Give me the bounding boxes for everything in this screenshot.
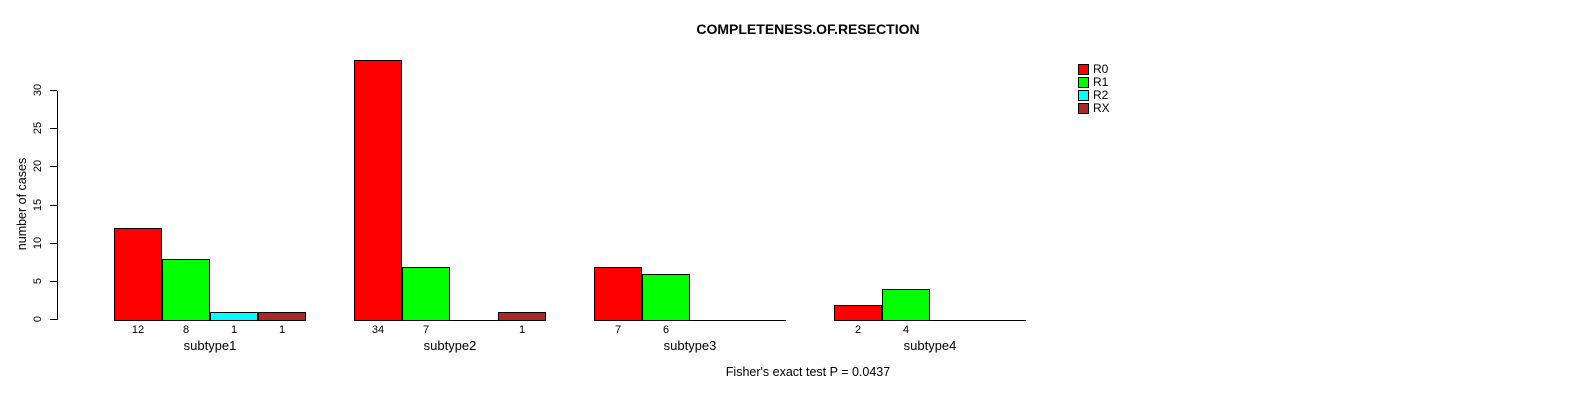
bar-value-label: 1	[518, 324, 526, 336]
y-tick-label: 10	[32, 236, 44, 250]
bar-value-label: 34	[371, 324, 385, 336]
group-baseline	[354, 320, 546, 321]
y-axis-line	[57, 91, 58, 320]
bar-r0-subtype1	[114, 228, 162, 321]
bar-r1-subtype1	[162, 259, 210, 321]
legend-item-rx: RX	[1078, 102, 1110, 115]
legend-item-r0: R0	[1078, 63, 1110, 76]
bar-value-label: 1	[278, 324, 286, 336]
bar-value-label: 8	[182, 324, 190, 336]
bar-r0-subtype4	[834, 305, 882, 321]
y-axis-label: number of cases	[15, 157, 29, 251]
bar-r1-subtype3	[642, 274, 690, 321]
legend-label: RX	[1093, 101, 1110, 115]
y-tick-mark	[50, 166, 57, 167]
bar-value-label: 7	[614, 324, 622, 336]
legend-swatch-r1	[1078, 77, 1089, 88]
y-tick-mark	[50, 243, 57, 244]
y-tick-label: 20	[32, 159, 44, 173]
bar-rx-subtype2	[498, 312, 546, 321]
bar-r0-subtype3	[594, 267, 642, 321]
x-category-label-subtype2: subtype2	[423, 338, 477, 353]
group-baseline	[834, 320, 1026, 321]
y-tick-mark	[50, 319, 57, 320]
legend-item-r2: R2	[1078, 89, 1110, 102]
legend-swatch-rx	[1078, 103, 1089, 114]
bar-r0-subtype2	[354, 60, 402, 321]
bar-value-label: 4	[902, 324, 910, 336]
x-category-label-subtype3: subtype3	[663, 338, 717, 353]
bar-value-label: 7	[422, 324, 430, 336]
bar-rx-subtype1	[258, 312, 306, 321]
bar-value-label: 6	[662, 324, 670, 336]
y-tick-label: 15	[32, 198, 44, 212]
bar-r2-subtype1	[210, 312, 258, 321]
y-tick-label: 0	[32, 315, 44, 323]
y-tick-mark	[50, 128, 57, 129]
bar-r1-subtype4	[882, 289, 930, 321]
bar-value-label: 12	[131, 324, 145, 336]
chart-title: COMPLETENESS.OF.RESECTION	[696, 21, 920, 37]
legend-label: R2	[1093, 88, 1109, 102]
group-baseline	[594, 320, 786, 321]
y-tick-label: 25	[32, 121, 44, 135]
bar-value-label: 2	[854, 324, 862, 336]
legend-swatch-r0	[1078, 64, 1089, 75]
y-tick-mark	[50, 281, 57, 282]
x-category-label-subtype4: subtype4	[903, 338, 957, 353]
legend-label: R0	[1093, 62, 1109, 76]
bar-value-label: 1	[230, 324, 238, 336]
x-category-label-subtype1: subtype1	[183, 338, 237, 353]
legend-item-r1: R1	[1078, 76, 1110, 89]
legend: R0 R1 R2 RX	[1078, 63, 1110, 115]
y-tick-label: 5	[32, 277, 44, 285]
y-tick-mark	[50, 205, 57, 206]
bar-r1-subtype2	[402, 267, 450, 321]
y-tick-label: 30	[32, 83, 44, 97]
legend-label: R1	[1093, 75, 1109, 89]
legend-swatch-r2	[1078, 90, 1089, 101]
fisher-test-note: Fisher's exact test P = 0.0437	[725, 365, 891, 379]
y-tick-mark	[50, 90, 57, 91]
